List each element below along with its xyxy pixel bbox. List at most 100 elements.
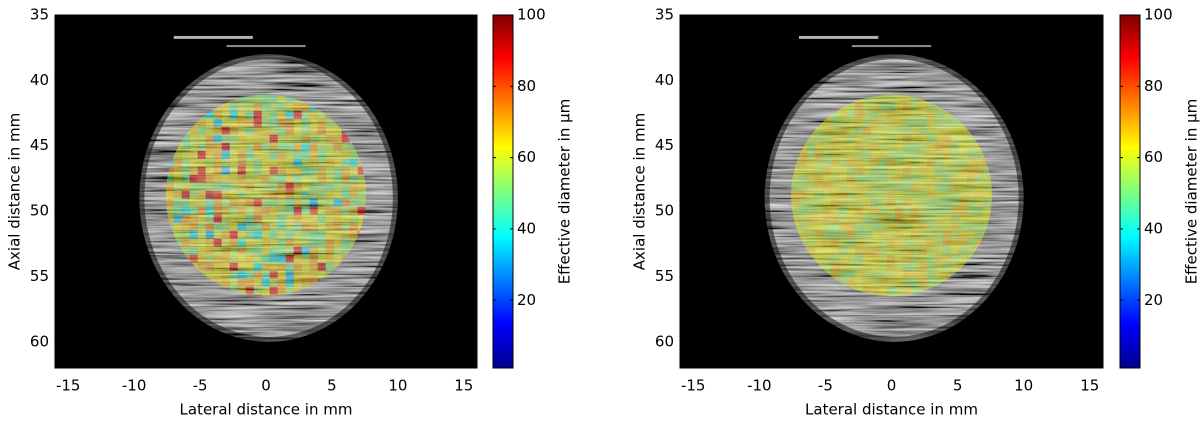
- panel: -15 -10 -5 0 5 10 15 35 40 45 50 55 60 Lateral distan…: [6, 6, 574, 419]
- overlay-cell: [919, 270, 928, 279]
- overlay-cell: [269, 270, 278, 279]
- overlay-cell: [237, 142, 246, 151]
- overlay-cell: [213, 222, 222, 231]
- overlay-cell: [919, 126, 928, 135]
- overlay-cell: [895, 142, 904, 151]
- overlay-cell: [229, 198, 238, 207]
- overlay-cell: [293, 262, 302, 271]
- overlay-cell: [887, 134, 896, 143]
- overlay-cell: [245, 158, 254, 167]
- overlay-cell: [261, 230, 270, 239]
- overlay-cell: [847, 206, 856, 215]
- overlay-cell: [301, 190, 310, 199]
- overlay-cell: [959, 206, 968, 215]
- overlay-cell: [879, 206, 888, 215]
- overlay-cell: [221, 110, 230, 119]
- overlay-cell: [975, 214, 984, 223]
- y-tick-label: 35: [30, 6, 49, 24]
- overlay-cell: [253, 206, 262, 215]
- overlay-cell: [863, 262, 872, 271]
- y-tick-label: 35: [655, 6, 674, 24]
- colorbar-label: Effective diameter in µm: [1183, 99, 1201, 285]
- overlay-cell: [959, 198, 968, 207]
- overlay-cell: [871, 286, 880, 295]
- overlay-cell: [285, 214, 294, 223]
- overlay-cell: [847, 126, 856, 135]
- overlay-cell: [967, 158, 976, 167]
- reflection: [798, 35, 879, 39]
- overlay-cell: [903, 150, 912, 159]
- overlay-cell: [927, 214, 936, 223]
- overlay-cell: [807, 230, 816, 239]
- overlay-cell: [847, 230, 856, 239]
- overlay-cell: [975, 158, 984, 167]
- overlay-cell: [903, 126, 912, 135]
- overlay-cell: [165, 174, 174, 183]
- overlay-cell: [333, 126, 342, 135]
- overlay-cell: [895, 286, 904, 295]
- overlay-cell: [317, 118, 326, 127]
- overlay-cell: [309, 118, 318, 127]
- overlay-cell: [173, 150, 182, 159]
- overlay-cell: [293, 286, 302, 295]
- overlay-cell: [895, 246, 904, 255]
- colorbar-label: Effective diameter in µm: [556, 99, 574, 285]
- overlay-cell: [253, 246, 262, 255]
- overlay-cell: [197, 190, 206, 199]
- overlay-cell: [919, 142, 928, 151]
- overlay-cell: [293, 118, 302, 127]
- overlay-cell: [317, 254, 326, 263]
- overlay-cell: [317, 190, 326, 199]
- overlay-cell: [847, 254, 856, 263]
- overlay-cell: [903, 166, 912, 175]
- overlay-cell: [189, 166, 198, 175]
- overlay-cell: [903, 278, 912, 287]
- overlay-cell: [325, 118, 334, 127]
- overlay-cell: [301, 206, 310, 215]
- overlay-cell: [229, 270, 238, 279]
- overlay-cell: [181, 174, 190, 183]
- overlay-cell: [349, 190, 358, 199]
- x-tick-label: -5: [193, 377, 208, 395]
- overlay-cell: [903, 118, 912, 127]
- overlay-cell: [871, 278, 880, 287]
- overlay-cell: [911, 270, 920, 279]
- overlay-cell: [919, 230, 928, 239]
- overlay-cell: [205, 166, 214, 175]
- overlay-cell: [815, 150, 824, 159]
- overlay-cell: [293, 246, 302, 255]
- overlay-cell: [205, 150, 214, 159]
- overlay-cell: [943, 198, 952, 207]
- overlay-cell: [887, 238, 896, 247]
- overlay-cell: [895, 110, 904, 119]
- overlay-cell: [919, 102, 928, 111]
- overlay-cell: [277, 206, 286, 215]
- overlay-cell: [253, 286, 262, 295]
- overlay-cell: [261, 118, 270, 127]
- overlay-cell: [935, 110, 944, 119]
- overlay-cell: [221, 198, 230, 207]
- overlay-cell: [975, 182, 984, 191]
- overlay-cell: [991, 182, 992, 191]
- overlay-cell: [333, 166, 342, 175]
- overlay-cell: [895, 174, 904, 183]
- overlay-cell: [309, 246, 318, 255]
- overlay-cell: [935, 134, 944, 143]
- overlay-cell: [855, 110, 864, 119]
- overlay-cell: [285, 198, 294, 207]
- overlay-cell: [317, 246, 326, 255]
- overlay-cell: [903, 222, 912, 231]
- overlay-cell: [229, 142, 238, 151]
- overlay-cell: [221, 190, 230, 199]
- overlay-cell: [847, 166, 856, 175]
- overlay-cell: [815, 126, 824, 135]
- overlay-cell: [309, 182, 318, 191]
- overlay-cell: [261, 134, 270, 143]
- overlay-cell: [213, 198, 222, 207]
- overlay-cell: [975, 238, 984, 247]
- overlay-cell: [173, 222, 182, 231]
- overlay-cell: [967, 238, 976, 247]
- overlay-cell: [253, 294, 262, 297]
- overlay-cell: [935, 142, 944, 151]
- overlay-cell: [911, 238, 920, 247]
